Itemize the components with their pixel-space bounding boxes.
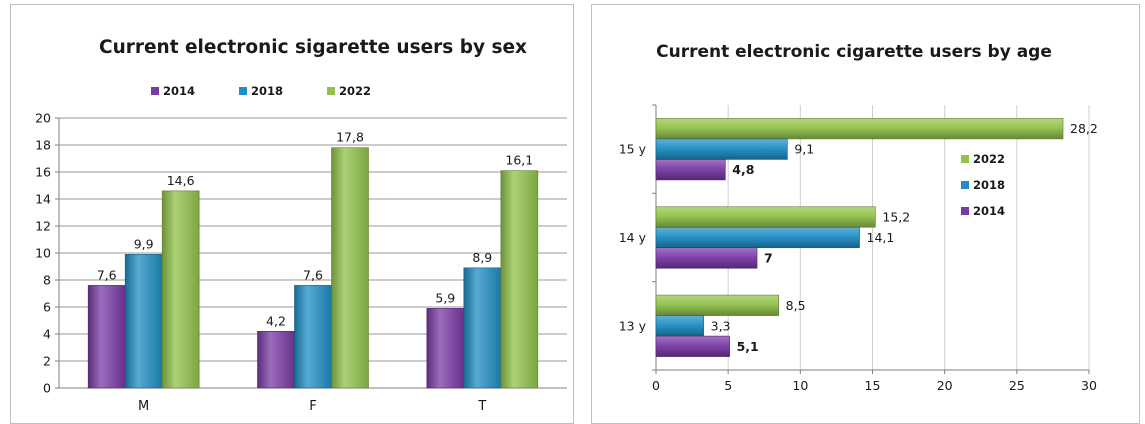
data-label: 9,9 [134,236,154,251]
y-tick-label: 10 [35,246,51,261]
bar-15y-2018 [655,138,788,160]
bar-14y-2022 [655,206,876,228]
bar-M-2018 [124,254,163,389]
x-tick-label: 30 [1081,378,1097,393]
data-label: 14,1 [867,230,895,245]
x-tick-label: 0 [652,378,660,393]
y-tick-label: 8 [43,273,51,288]
legend: 2022 2018 2014 [961,152,1005,218]
data-label: 14,6 [167,173,195,188]
x-tick-label: F [309,399,316,414]
x-tick-label: 10 [792,378,808,393]
x-tick-label: T [477,399,486,414]
legend-label: 2014 [973,204,1005,218]
bar-13y-2014 [655,335,730,357]
data-label: 9,1 [794,142,814,157]
data-label: 7 [764,251,773,266]
legend-swatch-2014 [151,87,159,95]
bar-13y-2022 [655,294,779,316]
bar-chart-by-age: Current electronic cigarette users by ag… [619,42,1098,393]
legend-label: 2014 [163,84,195,98]
y-tick-label: 0 [43,381,51,396]
y-tick-label: 14 y [619,230,647,245]
bar-F-2014 [257,330,295,389]
legend: 2014 2018 2022 [151,84,371,98]
legend-swatch-2022 [327,87,335,95]
data-label: 8,5 [786,298,806,313]
bar-T-2014 [426,308,465,389]
legend-label: 2022 [339,84,371,98]
bar-M-2022 [161,190,200,389]
x-tick-label: 15 [865,378,881,393]
legend-label: 2018 [251,84,283,98]
bar-F-2022 [331,147,369,389]
x-tick-label: 20 [937,378,953,393]
x-tick-label: M [138,399,149,414]
data-label: 15,2 [882,210,910,225]
bar-14y-2014 [655,247,758,269]
data-label: 4,8 [732,162,754,177]
bar-T-2022 [500,170,539,389]
data-label: 17,8 [336,130,364,145]
bar-chart-by-sex: Current electronic sigarette users by se… [35,37,567,414]
chart-title: Current electronic sigarette users by se… [99,37,527,58]
bar-15y-2014 [655,159,726,181]
bar-13y-2018 [655,315,704,337]
y-tick-label: 14 [35,192,51,207]
chart-by-sex: Current electronic sigarette users by se… [10,4,574,424]
y-tick-label: 13 y [619,318,647,333]
x-tick-label: 25 [1009,378,1025,393]
bar-T-2018 [463,267,502,389]
bar-M-2014 [87,285,126,389]
data-label: 16,1 [505,153,533,168]
y-tick-label: 16 [35,165,51,180]
y-tick-label: 12 [35,219,51,234]
data-label: 7,6 [303,267,323,282]
data-label: 3,3 [711,318,731,333]
chart-title: Current electronic cigarette users by ag… [656,42,1052,62]
legend-swatch-2014 [961,207,969,215]
legend-label: 2022 [973,152,1005,166]
y-tick-label: 18 [35,138,51,153]
chart-by-age: Current electronic cigarette users by ag… [591,4,1140,424]
bar-15y-2022 [655,118,1064,140]
legend-label: 2018 [973,178,1005,192]
data-label: 28,2 [1070,121,1098,136]
y-tick-label: 6 [43,300,51,315]
y-tick-label: 15 y [619,142,647,157]
x-tick-label: 5 [724,378,732,393]
data-label: 5,1 [737,339,759,354]
legend-swatch-2022 [961,155,969,163]
data-label: 4,2 [266,313,286,328]
data-label: 5,9 [435,290,455,305]
bar-14y-2018 [655,226,860,249]
bar-F-2018 [294,285,332,389]
legend-swatch-2018 [961,181,969,189]
legend-swatch-2018 [239,87,247,95]
y-tick-label: 2 [43,354,51,369]
plot-area: 0 2 4 6 8 10 12 14 16 18 20 7,6 9,9 14,6 M 4,2 7,6 17,8 F 5… [35,111,567,414]
data-label: 7,6 [97,267,117,282]
data-label: 8,9 [472,250,492,265]
y-tick-label: 4 [43,327,51,342]
y-tick-label: 20 [35,111,51,126]
plot-area: 0 5 10 15 20 25 30 8,5 3,3 5,1 13 y 15,2 14,1 7 14 y 28… [619,104,1098,393]
